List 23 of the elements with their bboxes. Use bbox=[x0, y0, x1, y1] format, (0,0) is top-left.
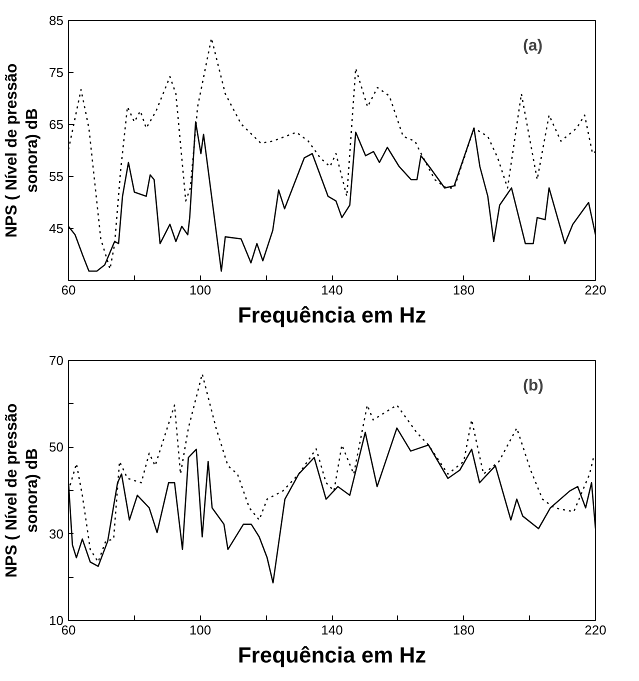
x-tick-label: 140 bbox=[321, 282, 343, 298]
y-tick-label: 65 bbox=[49, 117, 64, 132]
x-tick-label: 100 bbox=[189, 622, 212, 638]
x-axis-title: Frequência em Hz bbox=[238, 302, 426, 328]
y-tick-label: 55 bbox=[49, 169, 64, 184]
y-axis-title: NPS ( Nível de pressão sonora) dB bbox=[4, 403, 42, 578]
y-tick-label: 75 bbox=[49, 65, 64, 80]
x-tick-label: 60 bbox=[61, 282, 76, 298]
annotation: (a) bbox=[523, 37, 543, 54]
x-axis-title: Frequência em Hz bbox=[238, 642, 426, 668]
x-tick-label: 140 bbox=[321, 622, 343, 638]
y-tick-label: 45 bbox=[49, 221, 64, 236]
y-axis-title: NPS ( Nível de pressão sonora) dB bbox=[4, 63, 42, 238]
x-tick-label: 220 bbox=[584, 282, 606, 298]
y-tick-label: 70 bbox=[49, 353, 64, 368]
x-tick-label: 180 bbox=[452, 622, 475, 638]
y-tick-label: 50 bbox=[49, 440, 64, 455]
annotation: (b) bbox=[523, 377, 544, 394]
x-tick-label: 180 bbox=[452, 282, 475, 298]
y-tick-label: 30 bbox=[49, 526, 64, 542]
x-tick-label: 220 bbox=[584, 622, 606, 638]
y-tick-label: 85 bbox=[49, 13, 64, 28]
x-tick-label: 100 bbox=[189, 282, 212, 298]
